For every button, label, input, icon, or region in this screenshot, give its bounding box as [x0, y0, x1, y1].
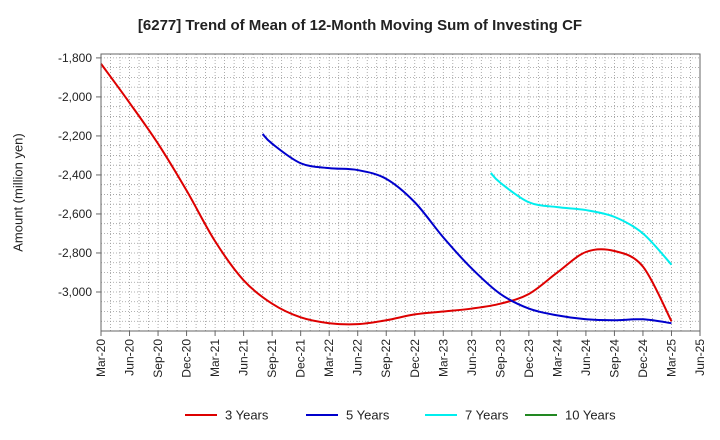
y-tick-label: -2,200: [58, 129, 92, 143]
x-tick-label: Dec-22: [408, 339, 422, 378]
series-line-0: [100, 63, 673, 326]
legend-label-1: 5 Years: [346, 408, 390, 423]
y-axis-label: Amount (million yen): [10, 133, 25, 252]
x-tick-label: Dec-20: [180, 339, 194, 378]
y-tick-label: -3,000: [58, 285, 92, 299]
x-tick-label: Jun-21: [237, 339, 251, 376]
x-tick-label: Mar-24: [550, 339, 564, 377]
x-tick-label: Jun-24: [579, 339, 593, 376]
y-tick-label: -2,800: [58, 246, 92, 260]
legend-label-2: 7 Years: [465, 408, 509, 423]
x-tick-label: Jun-22: [351, 339, 365, 376]
x-tick-label: Dec-21: [294, 339, 308, 378]
plot-area: [101, 54, 700, 331]
x-tick-label: Jun-23: [465, 339, 479, 376]
x-tick-label: Dec-23: [522, 339, 536, 378]
x-tick-label: Jun-20: [123, 339, 137, 376]
series-line-2: [490, 172, 673, 266]
x-tick-label: Sep-24: [607, 339, 621, 378]
x-tick-label: Sep-23: [493, 339, 507, 378]
x-tick-label: Sep-21: [265, 339, 279, 378]
legend-label-0: 3 Years: [225, 408, 269, 423]
x-tick-label: Mar-20: [94, 339, 108, 377]
series-line-1: [261, 133, 672, 325]
x-tick-label: Sep-20: [151, 339, 165, 378]
x-tick-label: Mar-22: [322, 339, 336, 377]
grid: [100, 54, 701, 332]
x-tick-label: Jun-25: [693, 339, 707, 376]
x-tick-label: Sep-22: [379, 339, 393, 378]
x-tick-label: Mar-25: [664, 339, 678, 377]
x-tick-label: Dec-24: [636, 339, 650, 378]
series-lines: [100, 63, 673, 326]
x-tick-label: Mar-23: [436, 339, 450, 377]
y-tick-label: -1,800: [58, 51, 92, 65]
legend-label-3: 10 Years: [565, 408, 616, 423]
y-axis: -1,800 -2,000 -2,200 -2,400 -2,600 -2,800 -3,0…: [58, 51, 101, 299]
legend: 3 Years 5 Years 7 Years 10 Years: [185, 408, 616, 423]
y-tick-label: -2,000: [58, 90, 92, 104]
x-axis: Mar-20 Jun-20 Sep-20 Dec-20 Mar-21 Jun-21 Sep-…: [94, 331, 707, 378]
chart-title: [6277] Trend of Mean of 12-Month Moving …: [138, 17, 582, 34]
y-tick-label: -2,600: [58, 207, 92, 221]
y-tick-label: -2,400: [58, 168, 92, 182]
x-tick-label: Mar-21: [208, 339, 222, 377]
plot-frame: [100, 53, 701, 332]
